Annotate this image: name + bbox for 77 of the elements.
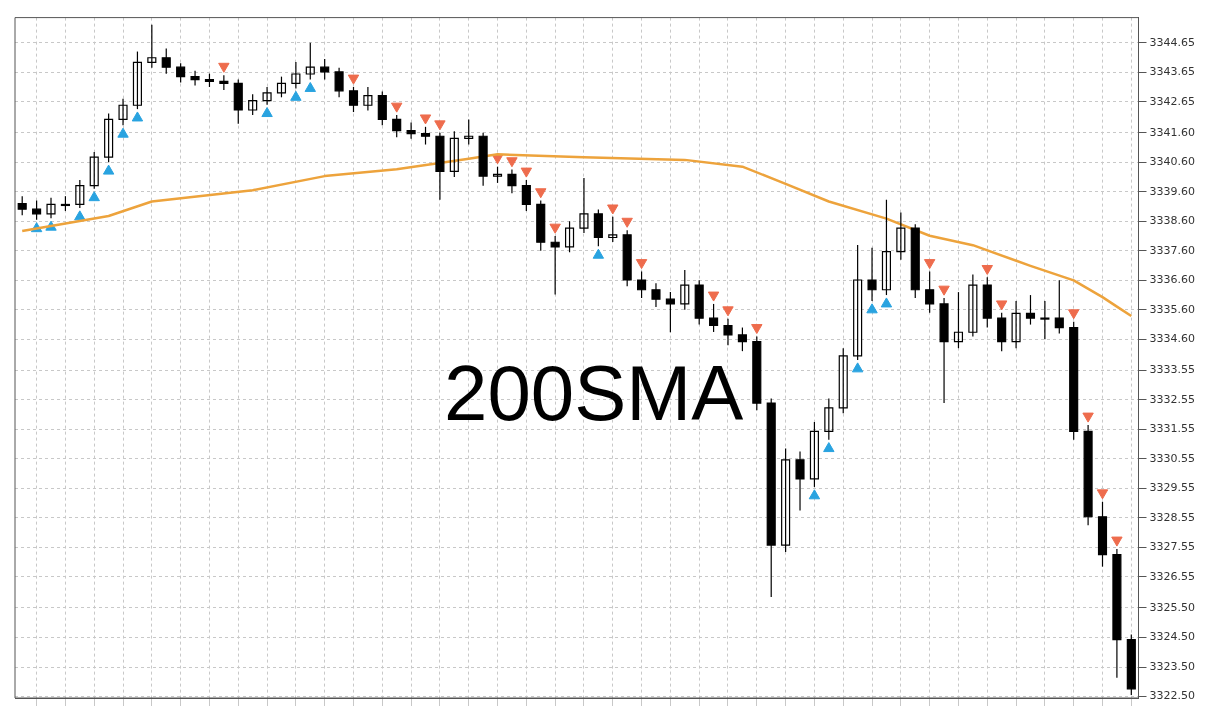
point xyxy=(434,120,446,131)
y-tick-label: 3330.55 xyxy=(1149,451,1196,465)
y-tick-label: 3322.50 xyxy=(1149,689,1196,703)
candlestick xyxy=(809,421,819,488)
point xyxy=(391,102,403,113)
candlestick xyxy=(89,151,99,190)
candlestick xyxy=(291,61,301,90)
y-tick-label: 3340.60 xyxy=(1149,155,1196,169)
y-tick-label: 3338.60 xyxy=(1149,214,1196,228)
y-tick-label: 3324.50 xyxy=(1149,630,1196,644)
candlestick xyxy=(608,216,618,243)
point xyxy=(981,265,993,276)
y-tick-label: 3323.50 xyxy=(1149,659,1196,673)
y-tick-label: 3341.60 xyxy=(1149,125,1196,139)
candlestick xyxy=(579,177,589,234)
candlestick xyxy=(147,24,157,69)
point xyxy=(938,285,950,296)
point xyxy=(923,259,936,270)
point xyxy=(535,188,547,199)
point xyxy=(1096,489,1109,500)
candlestick xyxy=(824,397,834,441)
point xyxy=(621,217,633,228)
candlestick xyxy=(305,42,315,81)
point xyxy=(1082,412,1094,423)
candlestick xyxy=(953,291,964,349)
candlestick xyxy=(838,347,848,414)
y-tick-label: 3331.55 xyxy=(1149,422,1196,436)
point xyxy=(995,300,1008,311)
point xyxy=(419,114,432,125)
y-tick-label: 3329.55 xyxy=(1149,481,1196,495)
candlestick xyxy=(118,98,128,126)
point xyxy=(218,62,230,73)
candlestick xyxy=(132,50,142,110)
candlestick xyxy=(262,86,272,106)
y-tick-label: 3334.60 xyxy=(1149,332,1196,346)
y-tick-label: 3333.55 xyxy=(1149,363,1196,377)
candlestick xyxy=(46,197,56,219)
y-tick-label: 3326.55 xyxy=(1149,569,1196,583)
point xyxy=(751,324,763,335)
point xyxy=(722,306,734,317)
point xyxy=(607,204,619,215)
y-tick-label: 3337.60 xyxy=(1149,243,1196,257)
point xyxy=(347,74,360,85)
y-tick-label: 3342.65 xyxy=(1149,94,1196,108)
y-tick-label: 3343.65 xyxy=(1149,65,1196,79)
point xyxy=(1111,536,1123,547)
annotation: 200SMA xyxy=(444,349,744,438)
candlestick xyxy=(1011,300,1021,349)
candlestick xyxy=(464,118,474,146)
candlestick xyxy=(1040,300,1050,340)
candlestick xyxy=(781,447,791,553)
candlestick xyxy=(881,199,891,296)
candlestick xyxy=(853,244,863,361)
candlestick xyxy=(75,179,85,209)
candlestick xyxy=(968,273,978,337)
y-tick-label: 3336.60 xyxy=(1149,273,1196,287)
y-tick-label: 3339.60 xyxy=(1149,184,1196,198)
candlestick xyxy=(564,220,575,253)
point xyxy=(1068,309,1080,320)
candlestick xyxy=(248,93,258,116)
candlestick xyxy=(104,112,114,163)
y-tick-label: 3327.55 xyxy=(1149,540,1196,554)
candlestick xyxy=(363,86,373,112)
point xyxy=(707,291,720,302)
y-tick-label: 3344.65 xyxy=(1149,35,1196,49)
point xyxy=(635,259,648,270)
candlestick xyxy=(680,269,690,311)
candlestick xyxy=(276,76,287,98)
y-tick-label: 3332.55 xyxy=(1149,392,1196,406)
point xyxy=(520,167,533,178)
y-tick-label: 3335.60 xyxy=(1149,302,1196,316)
point xyxy=(506,157,518,168)
candlestick xyxy=(449,130,459,178)
point xyxy=(549,223,561,234)
y-tick-label: 3325.50 xyxy=(1149,600,1196,614)
candlestick xyxy=(896,211,906,261)
y-tick-label: 3328.55 xyxy=(1149,510,1196,524)
